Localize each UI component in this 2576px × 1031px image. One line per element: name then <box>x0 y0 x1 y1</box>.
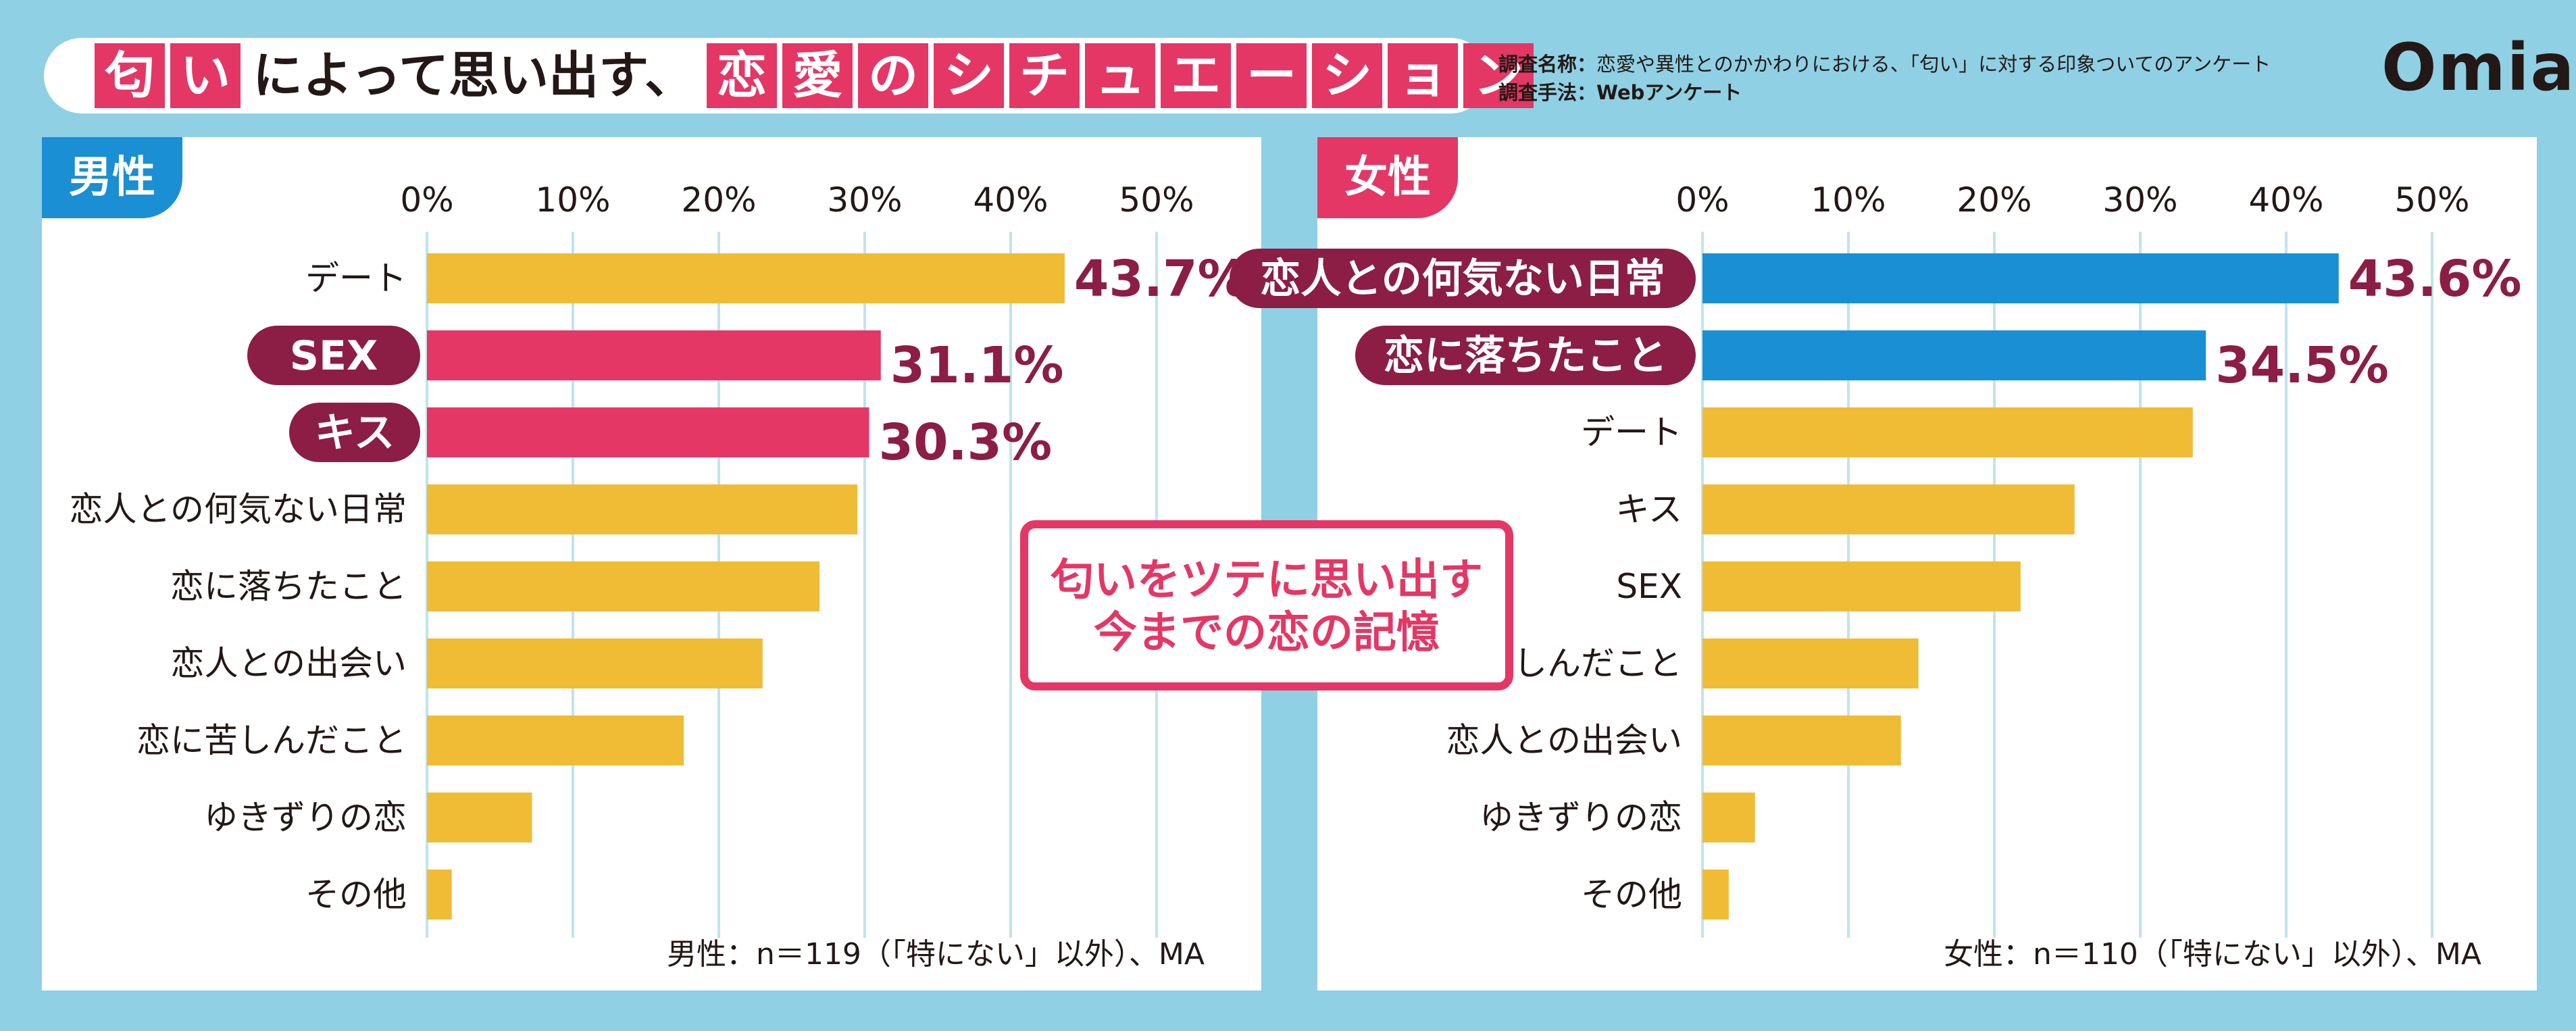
title-char-5: の <box>858 43 929 108</box>
survey-method-value: Webアンケート <box>1596 81 1742 104</box>
female-tick-label-5: 50% <box>2394 180 2469 220</box>
male-bar-chart: 0% 10% 20% 30% 40% 50% デート 43.7% SEX 31.1% キス 30.3%… <box>70 180 1248 938</box>
male-bar-2 <box>427 407 869 457</box>
female-category-label-2: デート <box>1581 413 1682 452</box>
title-char-6: シ <box>934 43 1005 108</box>
female-bar-0 <box>1702 253 2339 303</box>
survey-method-key: 調査手法： <box>1498 81 1597 104</box>
title-char-3: 恋 <box>707 43 778 108</box>
female-bar-4 <box>1702 561 2021 611</box>
female-bar-chart: 0% 10% 20% 30% 40% 50% 恋人との何気ない日常 43.6% 恋に落ちたこと 3… <box>1230 180 2522 938</box>
female-category-label-8: その他 <box>1581 875 1682 914</box>
male-tick-label-2: 20% <box>681 180 756 220</box>
title-char-13: ン <box>1463 43 1534 108</box>
female-sample-note: 女性：n＝110（「特にない」以外）、MA <box>1944 937 2481 972</box>
female-category-label-6: 恋人との出会い <box>1446 721 1683 760</box>
male-category-label-6: 恋に苦しんだこと <box>136 721 407 760</box>
female-panel-tag: 女性 <box>1317 137 1458 218</box>
title-char-8: ュ <box>1085 43 1156 108</box>
male-panel-tag: 男性 <box>42 137 182 218</box>
male-sample-note: 男性：n＝119（「特にない」以外）、MA <box>667 937 1205 972</box>
callout-line-1: 匂いをツテに思い出す <box>1051 555 1483 605</box>
male-category-pill-2 <box>289 403 420 462</box>
male-tick-label-0: 0% <box>400 180 453 220</box>
female-category-label-3: キス <box>1616 490 1683 529</box>
female-bar-3 <box>1702 484 2075 534</box>
title-char-11: シ <box>1312 43 1383 108</box>
female-tick-label-4: 40% <box>2248 180 2323 220</box>
female-category-label-0: 恋人との何気ない日常 <box>1260 255 1665 303</box>
survey-name-line: 調査名称：恋愛や異性とのかかわりにおける、「匂い」に対する印象ついてのアンケート <box>1498 50 2271 78</box>
male-category-label-8: その他 <box>305 875 407 914</box>
male-bar-3 <box>427 484 858 534</box>
male-category-label-5: 恋人との出会い <box>171 644 407 683</box>
female-bar-7 <box>1702 793 1755 843</box>
male-tick-label-4: 40% <box>973 180 1048 220</box>
male-category-label-4: 恋に落ちたこと <box>170 567 407 606</box>
male-tick-label-5: 50% <box>1119 180 1194 220</box>
female-category-pill-1 <box>1355 326 1696 385</box>
male-category-label-7: ゆきずりの恋 <box>204 798 407 837</box>
male-category-pill-1 <box>247 326 420 385</box>
male-bar-0 <box>427 253 1065 303</box>
page-title: 匂いによって思い出す、恋愛のシチュエーション <box>95 41 1539 111</box>
female-tick-label-2: 20% <box>1956 180 2031 220</box>
female-category-label-4: SEX <box>1616 567 1682 606</box>
male-value-label-2: 30.3% <box>878 413 1052 472</box>
female-chart-panel: 女性 0% 10% 20% 30% 40% 50% 恋人との何気ない日常 43.6% 恋に落ちた… <box>1230 137 2537 990</box>
title-char-2: によって思い出す、 <box>253 47 695 105</box>
male-category-label-2: キス <box>315 409 395 457</box>
female-tick-label-3: 30% <box>2102 180 2177 220</box>
male-bar-5 <box>427 638 763 688</box>
female-value-label-0: 43.6% <box>2348 250 2522 308</box>
male-value-label-0: 43.7% <box>1074 250 1248 308</box>
female-tick-label-1: 10% <box>1811 180 1886 220</box>
male-tick-label-3: 30% <box>827 180 902 220</box>
title-char-12: ョ <box>1388 43 1459 108</box>
title-char-7: チ <box>1009 43 1080 108</box>
survey-name-value: 恋愛や異性とのかかわりにおける、「匂い」に対する印象ついてのアンケート <box>1596 53 2271 76</box>
female-bar-2 <box>1702 407 2193 457</box>
callout-line-2: 今までの恋の記憶 <box>1094 608 1440 658</box>
title-char-4: 愛 <box>782 43 853 108</box>
female-bar-6 <box>1702 715 1901 765</box>
male-bar-7 <box>427 793 532 843</box>
female-category-label-1: 恋に落ちたこと <box>1384 332 1667 380</box>
title-char-10: ー <box>1236 43 1307 108</box>
male-bar-8 <box>427 870 452 920</box>
male-bar-4 <box>427 561 820 611</box>
male-bar-6 <box>427 715 684 765</box>
center-callout: 匂いをツテに思い出す 今までの恋の記憶 <box>1020 520 1513 690</box>
survey-info: 調査名称：恋愛や異性とのかかわりにおける、「匂い」に対する印象ついてのアンケート… <box>1498 50 2271 107</box>
omiai-logo: Omiai <box>2381 30 2576 105</box>
title-char-0: 匂 <box>95 43 165 108</box>
male-bar-1 <box>427 330 881 380</box>
male-category-label-0: デート <box>305 259 407 298</box>
female-bar-1 <box>1702 330 2206 380</box>
female-category-label-7: ゆきずりの恋 <box>1480 798 1682 837</box>
title-char-1: い <box>170 43 241 108</box>
survey-name-key: 調査名称： <box>1498 53 1597 76</box>
male-tick-label-1: 10% <box>535 180 610 220</box>
male-value-label-1: 31.1% <box>890 336 1064 395</box>
female-bar-5 <box>1702 638 1919 688</box>
male-category-label-1: SEX <box>290 332 378 380</box>
title-char-9: エ <box>1161 43 1232 108</box>
female-category-pill-0 <box>1230 249 1696 308</box>
male-category-label-3: 恋人との何気ない日常 <box>70 490 407 529</box>
survey-method-line: 調査手法：Webアンケート <box>1498 78 2271 107</box>
female-value-label-1: 34.5% <box>2215 336 2389 395</box>
female-tick-label-0: 0% <box>1675 180 1729 220</box>
female-bar-8 <box>1702 870 1729 920</box>
